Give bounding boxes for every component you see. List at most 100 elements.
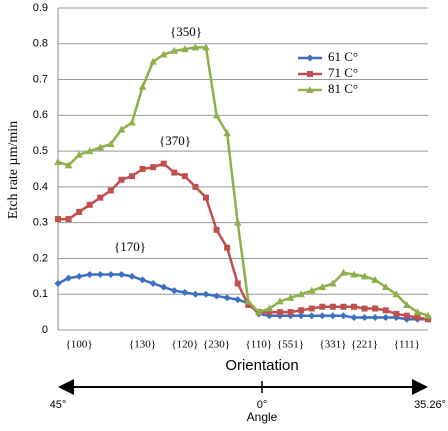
point [203, 194, 209, 201]
point [286, 293, 295, 301]
point [150, 164, 157, 171]
point [234, 296, 242, 304]
y-tick-label: 0.7 [33, 73, 48, 85]
point [382, 313, 390, 321]
point [329, 303, 336, 310]
point [85, 147, 94, 155]
point [65, 274, 73, 282]
legend-marker [307, 71, 313, 77]
point [424, 311, 432, 319]
point [297, 290, 305, 298]
point [159, 50, 168, 58]
point [54, 157, 62, 165]
point [329, 312, 337, 320]
x-tick-label: {130} [129, 339, 156, 351]
y-tick-label: 0.1 [33, 288, 48, 300]
x-tick-label: {100} [66, 339, 93, 351]
point [392, 290, 401, 298]
point [191, 290, 199, 298]
y-tick-label: 0.9 [33, 2, 48, 14]
angle-tick-label: 35.26° [414, 399, 446, 411]
point [361, 313, 369, 321]
point [149, 57, 157, 65]
y-tick-label: 0.6 [33, 109, 48, 121]
point [65, 216, 72, 223]
point [382, 307, 389, 314]
angle-tick-label: 0° [257, 399, 268, 411]
point [160, 283, 168, 291]
point [75, 150, 83, 158]
point [350, 313, 358, 321]
point [128, 118, 136, 126]
angle-label: Angle [247, 410, 278, 424]
point [160, 160, 167, 167]
point [255, 308, 263, 316]
angle-tick-label: 45° [50, 399, 67, 411]
annotation: {370} [159, 133, 191, 148]
point [192, 183, 199, 190]
point [86, 201, 93, 208]
point [129, 173, 135, 180]
point [266, 309, 273, 316]
point [371, 275, 379, 283]
point [171, 169, 178, 176]
point [339, 312, 347, 320]
point [223, 294, 231, 302]
point [202, 290, 210, 298]
point [308, 312, 316, 320]
point [181, 173, 188, 180]
x-tick-label: {230} [203, 339, 230, 351]
point [350, 270, 358, 278]
point [54, 279, 62, 287]
point [97, 194, 104, 201]
point [351, 303, 357, 310]
point [244, 297, 253, 305]
point [403, 312, 410, 319]
point [191, 43, 200, 51]
point [76, 208, 83, 215]
x-tick-label: {221} [351, 339, 378, 351]
point [297, 312, 305, 320]
point [381, 283, 390, 291]
point [138, 82, 147, 90]
point [107, 139, 115, 147]
point [181, 45, 189, 53]
point [298, 307, 305, 314]
point [139, 166, 146, 172]
point [287, 309, 294, 316]
x-tick-label: {551} [277, 339, 304, 351]
point [107, 187, 114, 194]
x-tick-label: {331} [319, 339, 346, 351]
point [223, 129, 231, 137]
point [245, 301, 252, 308]
point [360, 272, 369, 280]
x-axis-label: Orientation [225, 357, 298, 374]
point [128, 272, 136, 280]
point [55, 216, 61, 223]
legend-marker [306, 54, 314, 62]
point [329, 279, 337, 287]
point [414, 314, 421, 321]
point [361, 305, 368, 312]
point [393, 310, 400, 317]
point [276, 297, 284, 305]
point [202, 43, 210, 51]
y-tick-label: 0.2 [33, 252, 48, 264]
point [372, 305, 379, 312]
point [212, 111, 221, 119]
point [64, 161, 73, 169]
point [96, 143, 105, 151]
point [75, 272, 83, 280]
point [224, 244, 231, 251]
point [318, 283, 327, 291]
point [233, 218, 242, 226]
point [170, 46, 179, 54]
point [307, 286, 316, 294]
annotation: {350} [170, 24, 202, 39]
legend-marker [306, 86, 314, 93]
y-tick-label: 0.4 [33, 181, 48, 193]
point [139, 276, 147, 284]
point [265, 304, 274, 312]
